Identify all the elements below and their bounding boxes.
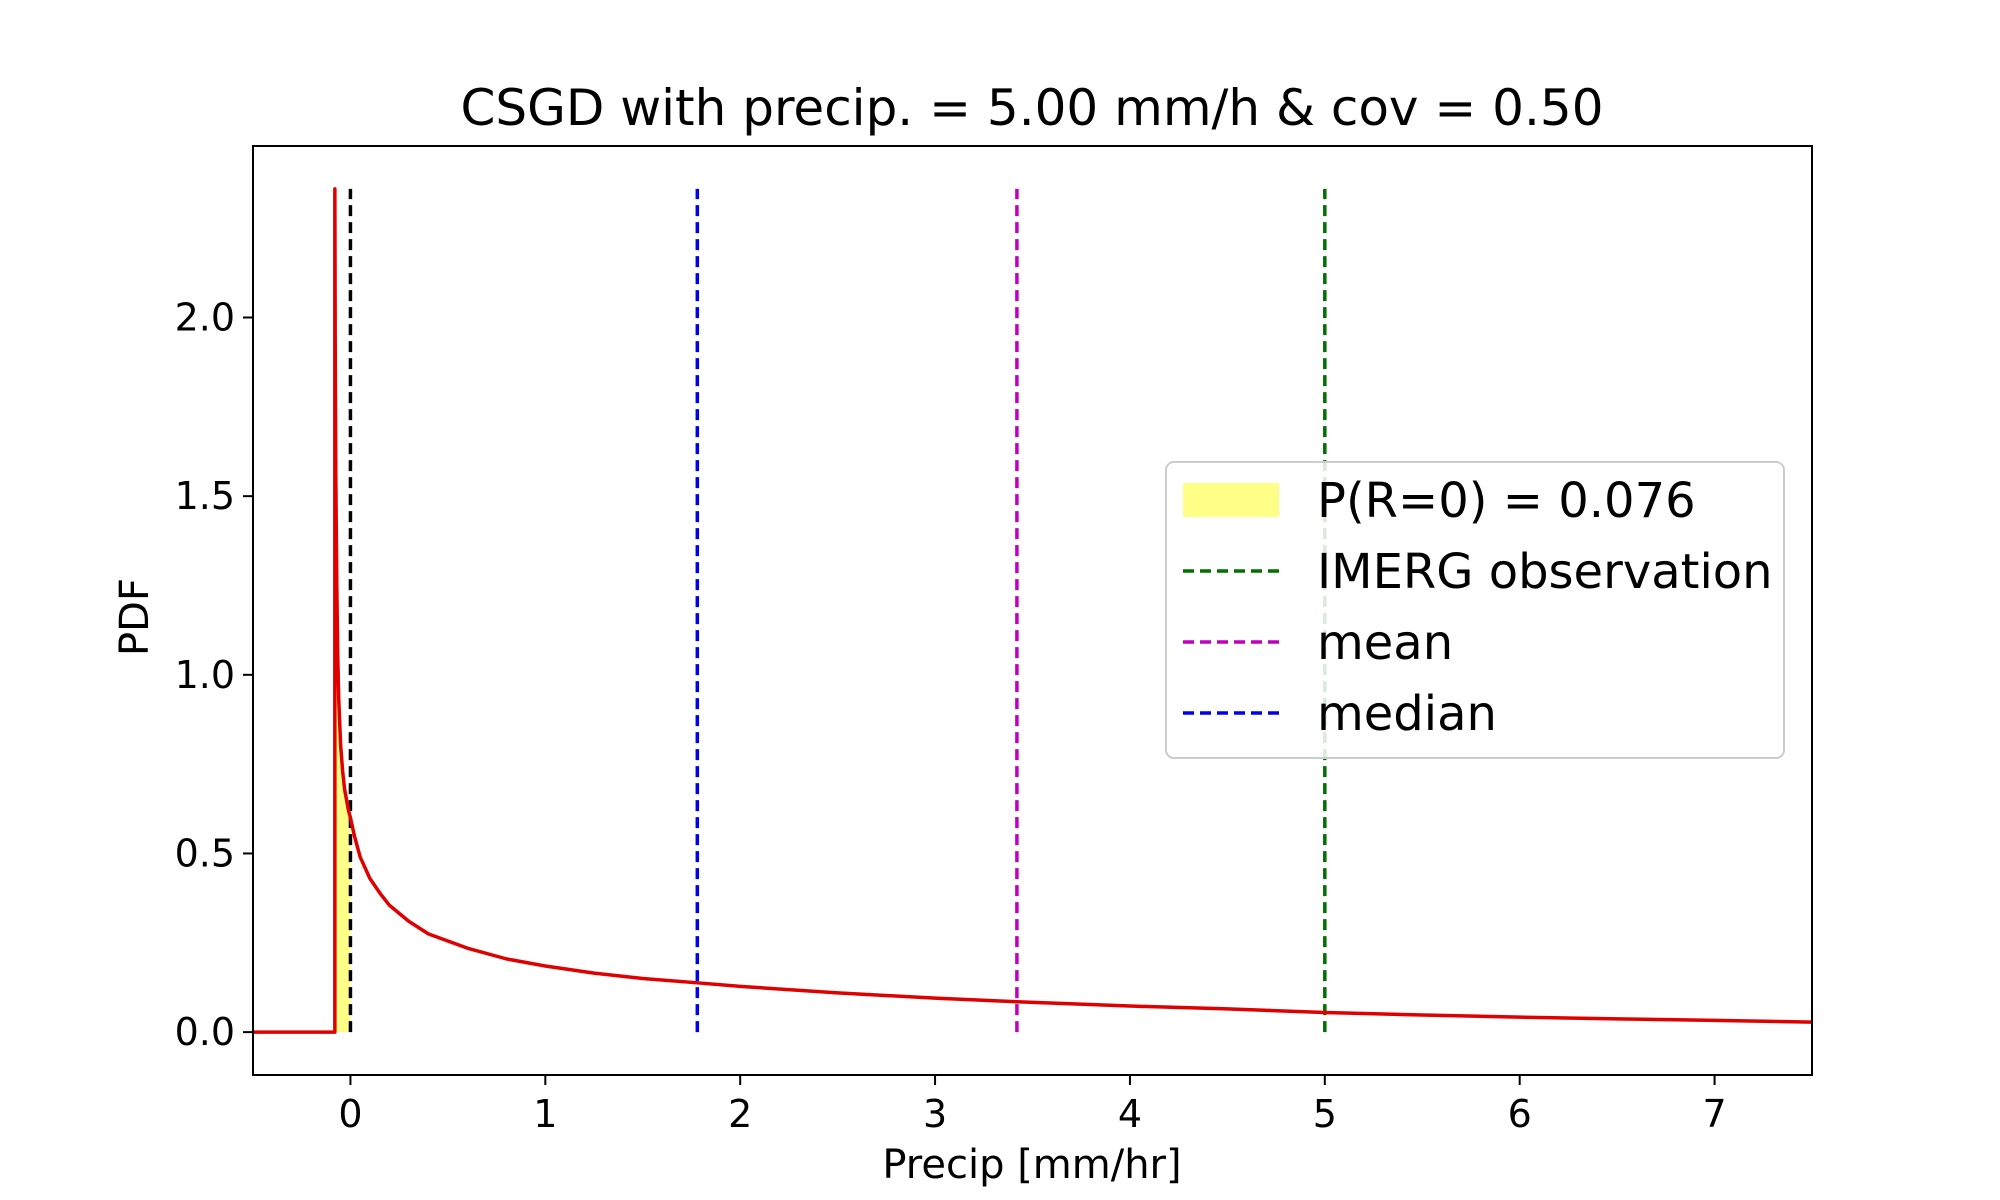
legend: P(R=0) = 0.076 IMERG observation mean media… [1165,461,1785,759]
y-tick-label: 0.0 [175,1010,235,1054]
y-tick-label: 2.0 [175,296,235,340]
plot-frame [252,145,1813,1076]
pdf-curve [253,187,1813,1034]
x-tick-label: 0 [338,1092,362,1136]
x-tick-label: 2 [728,1092,752,1136]
x-tick-label: 7 [1702,1092,1726,1136]
x-tick-label: 5 [1313,1092,1337,1136]
legend-label: IMERG observation [1317,544,1773,600]
y-axis: 0.0 0.5 1.0 1.5 2.0 [175,296,253,1054]
chart-title: CSGD with precip. = 5.00 mm/h & cov = 0.… [460,79,1603,137]
y-tick-label: 1.5 [175,474,235,518]
x-axis: 0 1 2 3 4 5 6 7 [338,1075,1727,1136]
shaded-region-p-r0 [334,188,351,1033]
x-tick-label: 1 [533,1092,557,1136]
y-tick-label: 0.5 [175,831,235,875]
x-axis-label: Precip [mm/hr] [882,1142,1181,1188]
legend-label: mean [1317,615,1453,671]
x-tick-label: 3 [923,1092,947,1136]
legend-swatch-patch [1183,483,1279,517]
legend-label: P(R=0) = 0.076 [1317,473,1696,529]
x-tick-label: 6 [1508,1092,1532,1136]
legend-box [1165,461,1785,759]
x-tick-label: 4 [1118,1092,1142,1136]
plot-area: 0 1 2 3 4 5 6 7 0.0 0.5 1.0 1.5 2.0 [175,145,1813,1136]
legend-label: median [1317,686,1497,742]
y-axis-label: PDF [112,578,158,656]
y-tick-label: 1.0 [175,653,235,697]
chart-marks [253,187,1813,1034]
